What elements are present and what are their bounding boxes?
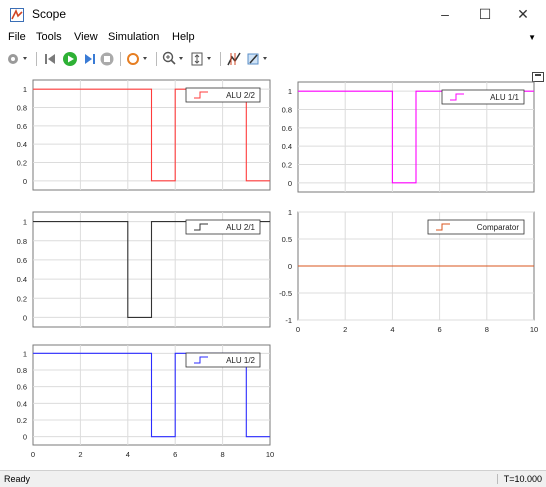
zoom-in-icon[interactable] [162,51,186,67]
highlight-block-icon[interactable] [126,51,150,67]
cursor-measurements-icon[interactable] [226,51,242,67]
title-bar[interactable]: Scope – ☐ ✕ [0,0,546,28]
maximize-button[interactable]: ☐ [478,6,492,22]
back-icon[interactable] [44,51,58,67]
undock-icon[interactable] [532,72,544,82]
minimize-button[interactable]: – [441,6,449,22]
menu-simulation[interactable]: Simulation [108,31,160,43]
window-title: Scope [32,7,67,21]
gear-icon[interactable] [6,51,30,67]
menu-bar: File Tools View Simulation Help ▼ [0,28,546,48]
close-button[interactable]: ✕ [517,6,529,22]
status-bar: Ready T=10.000 [0,470,546,487]
menu-file[interactable]: File [8,31,26,43]
status-text: Ready [4,474,31,484]
plot-area [0,70,546,468]
menu-help[interactable]: Help [172,31,195,43]
style-icon[interactable] [246,51,270,67]
toolbar [0,48,546,71]
toolbar-separator [36,52,37,66]
toolbar-separator [220,52,221,66]
toolbar-separator [156,52,157,66]
stop-icon[interactable] [100,51,114,67]
scope-app-icon [10,8,24,22]
scale-axes-icon[interactable] [190,51,214,67]
menu-view[interactable]: View [74,31,98,43]
menubar-expand-icon[interactable]: ▼ [528,33,536,42]
toolbar-separator [120,52,121,66]
step-forward-icon[interactable] [82,51,96,67]
menu-tools[interactable]: Tools [36,31,62,43]
simulation-time: T=10.000 [496,474,542,484]
run-icon[interactable] [62,51,78,67]
